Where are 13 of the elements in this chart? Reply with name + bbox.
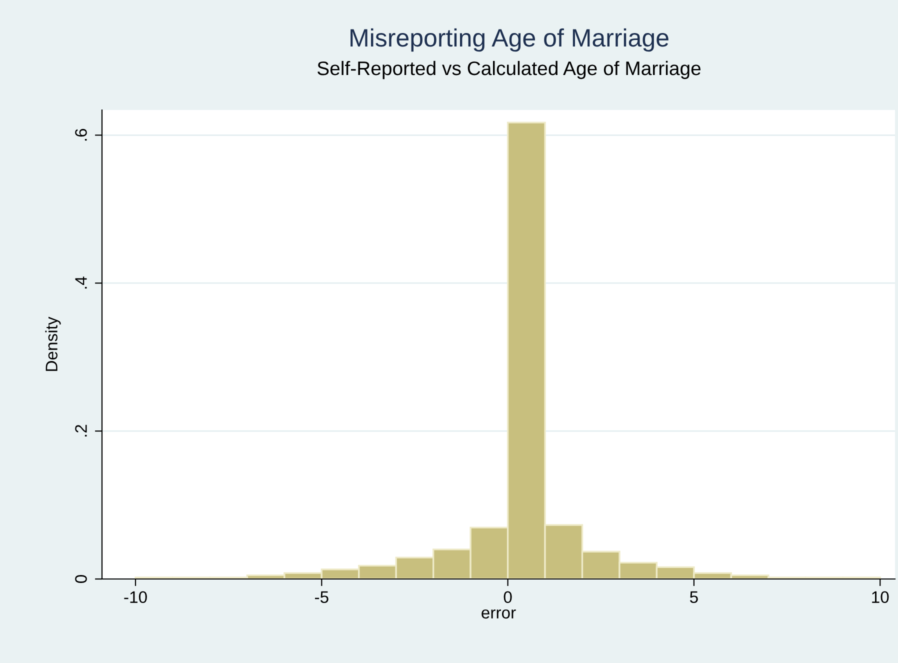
y-tick-label: .6 <box>75 128 87 141</box>
chart-title: Misreporting Age of Marriage <box>350 28 668 52</box>
y-tick-label: .2 <box>75 424 87 436</box>
x-tick-label: 0 <box>504 591 512 604</box>
chart-subtitle: Self-Reported vs Calculated Age of Marriage <box>318 60 701 80</box>
y-tick-label: 0 <box>75 575 87 583</box>
x-axis-title: error <box>482 609 516 619</box>
y-axis-title: Density <box>45 316 61 371</box>
x-tick-label: -5 <box>314 591 328 604</box>
x-tick-label: 5 <box>690 591 698 604</box>
y-tick-label: .4 <box>75 276 87 289</box>
x-tick-label: -10 <box>124 591 147 604</box>
x-tick-label: 10 <box>872 591 889 604</box>
